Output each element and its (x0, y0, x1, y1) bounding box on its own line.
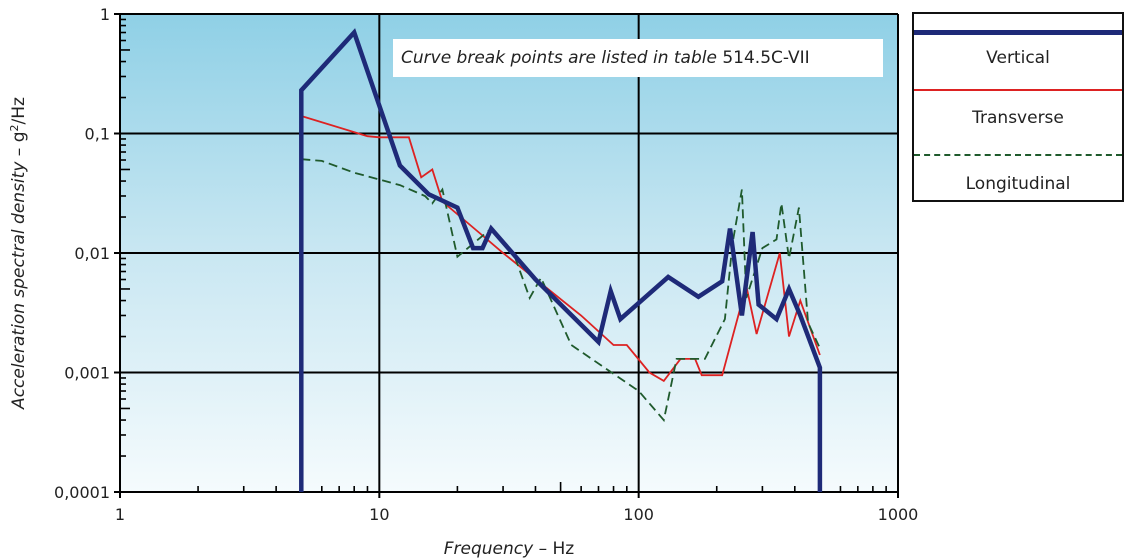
x-axis-label: Frequency – Hz (444, 539, 575, 559)
legend-swatch-longitudinal (914, 154, 1122, 156)
x-tick-label: 10 (369, 505, 389, 524)
y-tick-label: 0,01 (74, 244, 110, 263)
axes (114, 13, 899, 498)
legend: Vertical Transverse Longitudinal (912, 12, 1124, 202)
x-tick-label: 1 (115, 505, 125, 524)
series-line-transverse (301, 115, 821, 383)
x-tick-label: 1000 (878, 505, 919, 524)
x-tick-label: 100 (623, 505, 654, 524)
legend-label-vertical: Vertical (986, 48, 1050, 68)
tick-labels: 1 10 100 1000 1 0,1 0,01 0,001 0,0001 (54, 5, 918, 524)
legend-label-longitudinal: Longitudinal (965, 174, 1071, 194)
chart-annotation: Curve break points are listed in table 5… (393, 39, 883, 77)
y-tick-label: 0,0001 (54, 483, 110, 502)
legend-swatch-vertical (914, 30, 1122, 35)
legend-swatch-transverse (914, 89, 1122, 91)
y-tick-label: 0,1 (85, 125, 110, 144)
series-line-longitudinal (301, 158, 821, 423)
y-tick-label: 0,001 (64, 364, 110, 383)
annotation-italic: Curve break points are listed in table (401, 48, 717, 68)
series-line-vertical (299, 28, 823, 492)
annotation-table-ref: 514.5C-VII (716, 48, 810, 68)
legend-label-transverse: Transverse (972, 108, 1064, 128)
y-axis-label: Acceleration spectral density – g2/Hz (8, 97, 30, 410)
series-group (299, 28, 823, 492)
y-tick-label: 1 (100, 5, 110, 24)
